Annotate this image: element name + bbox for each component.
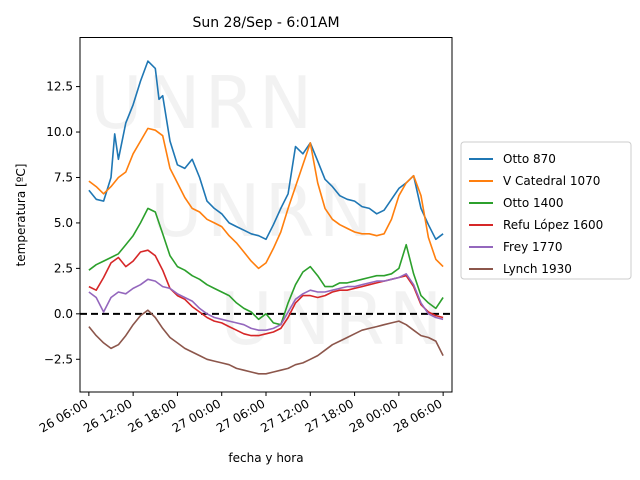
legend-box (460, 141, 632, 280)
y-axis: −2.5 0.0 2.5 5.0 7.5 10.0 12.5 (44, 80, 80, 366)
series-layer (88, 60, 444, 375)
legend: Otto 870 V Catedral 1070 Otto 1400 Refu Lóp… (460, 141, 632, 280)
legend-label-1: V Catedral 1070 (503, 174, 600, 188)
legend-label-3: Refu López 1600 (503, 218, 603, 232)
legend-label-5: Lynch 1930 (503, 262, 572, 276)
y-tick-label: 12.5 (46, 80, 73, 94)
legend-label-0: Otto 870 (503, 152, 556, 166)
series-line-0 (88, 60, 444, 241)
chart-title: Sun 28/Sep - 6:01AM (192, 15, 339, 31)
y-tick-label: 2.5 (54, 261, 73, 275)
y-tick-label: 0.0 (54, 307, 73, 321)
series-line-2 (88, 207, 444, 326)
y-tick-label: −2.5 (44, 352, 73, 366)
watermark-text: UNRN (90, 61, 316, 145)
y-tick-label: 7.5 (54, 170, 73, 184)
plot-area (80, 60, 452, 375)
y-tick-label: 10.0 (46, 125, 73, 139)
y-axis-title: temperatura [ºC] (14, 164, 28, 267)
x-axis-title: fecha y hora (228, 451, 303, 465)
legend-label-4: Frey 1770 (503, 240, 563, 254)
y-tick-label: 5.0 (54, 216, 73, 230)
legend-label-2: Otto 1400 (503, 196, 564, 210)
watermark-text: UNRN (150, 169, 376, 253)
series-line-1 (88, 127, 444, 270)
series-line-5 (88, 309, 444, 375)
series-line-4 (88, 272, 444, 332)
